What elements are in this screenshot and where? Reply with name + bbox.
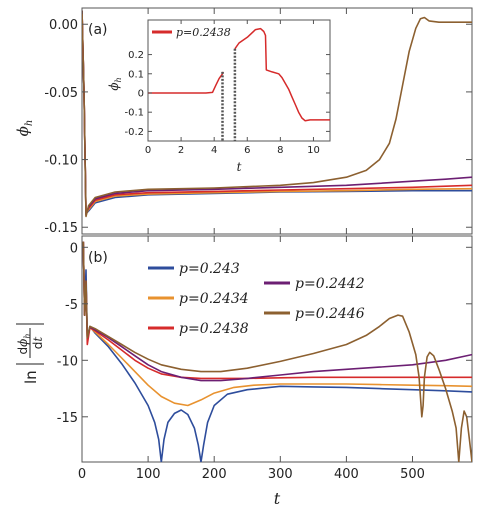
- series-line: [82, 241, 472, 382]
- panel-b-ylabel-den: dt: [31, 337, 45, 350]
- y-tick-label: 0.2: [128, 50, 144, 61]
- y-tick-label: -15: [57, 411, 78, 426]
- inset: 0 2 4 6 8 10 0.2 0.1 0 -0.1 -0.2 ϕh t p=0.2438: [107, 14, 336, 174]
- x-tick-label: 100: [136, 467, 161, 482]
- inset-ticks: 0 2 4 6 8 10 0.2 0.1 0 -0.1 -0.2: [124, 20, 330, 156]
- y-tick-label: 0: [138, 88, 144, 99]
- panel-b-frame: [81, 235, 473, 463]
- panel-a-ylabel: ϕh: [14, 120, 35, 137]
- x-tick-label: 8: [277, 145, 283, 156]
- panel-a-curves: [82, 10, 472, 218]
- inset-frame: [147, 19, 331, 142]
- legend-label: p=0.2442: [295, 276, 365, 292]
- x-tick-label: 2: [178, 145, 184, 156]
- panel-b-ticks: 0 100 200 300 400 500 0 -5 -10 -15: [57, 236, 472, 482]
- y-tick-label: -10: [57, 354, 78, 369]
- y-tick-label: -5: [65, 298, 78, 313]
- panel-b-curves: [82, 241, 472, 462]
- y-tick-label: -0.05: [44, 86, 78, 101]
- inset-ylabel: ϕh: [107, 77, 123, 90]
- series-line: [234, 27, 330, 122]
- panel-b-legend: p=0.243 p=0.2434 p=0.2438 p=0.2442 p=0.2446: [148, 261, 365, 337]
- series-line: [82, 241, 472, 462]
- inset-xlabel: t: [237, 160, 242, 174]
- x-tick-label: 6: [244, 145, 250, 156]
- panel-a-ticks: 0.00-0.05-0.10-0.15: [44, 8, 472, 236]
- y-tick-label: -0.1: [124, 108, 144, 119]
- y-tick-label: -0.10: [44, 154, 78, 169]
- inset-legend-label: p=0.2438: [176, 26, 231, 39]
- legend-label: p=0.2446: [295, 306, 365, 322]
- x-tick-label: 200: [202, 467, 227, 482]
- panel-b-ylabel-num: dϕh: [16, 334, 32, 355]
- panel-b-label: (b): [88, 250, 108, 266]
- x-tick-label: 0: [145, 145, 151, 156]
- panel-b-xlabel: t: [274, 489, 281, 508]
- series-line: [82, 241, 472, 380]
- series-line: [82, 10, 472, 218]
- y-tick-label: 0: [70, 241, 78, 256]
- y-tick-label: 0.00: [49, 18, 78, 33]
- inset-legend: p=0.2438: [152, 26, 231, 39]
- panel-a-frame: [81, 7, 473, 235]
- series-line: [82, 241, 472, 462]
- x-tick-label: 4: [211, 145, 217, 156]
- legend-label: p=0.243: [179, 261, 240, 277]
- x-tick-label: 10: [307, 145, 320, 156]
- x-tick-label: 400: [334, 467, 359, 482]
- panel-b-ylabel-ln: ln: [22, 370, 40, 384]
- y-tick-label: -0.15: [44, 221, 78, 236]
- x-tick-label: 500: [400, 467, 425, 482]
- series-line: [82, 241, 472, 407]
- panel-a-label: (a): [88, 22, 108, 38]
- x-tick-label: 300: [268, 467, 293, 482]
- y-tick-label: -0.2: [124, 127, 144, 138]
- legend-label: p=0.2438: [179, 321, 249, 337]
- panel-b-ylabel: ln dϕh dt: [16, 323, 45, 384]
- x-tick-label: 0: [78, 467, 86, 482]
- y-tick-label: 0.1: [128, 69, 144, 80]
- inset-curves: [148, 27, 330, 141]
- panel-a: 0.00-0.05-0.10-0.15 (a) ϕh 0 2 4 6 8 100.20.1…: [14, 7, 473, 236]
- legend-label: p=0.2434: [179, 291, 249, 307]
